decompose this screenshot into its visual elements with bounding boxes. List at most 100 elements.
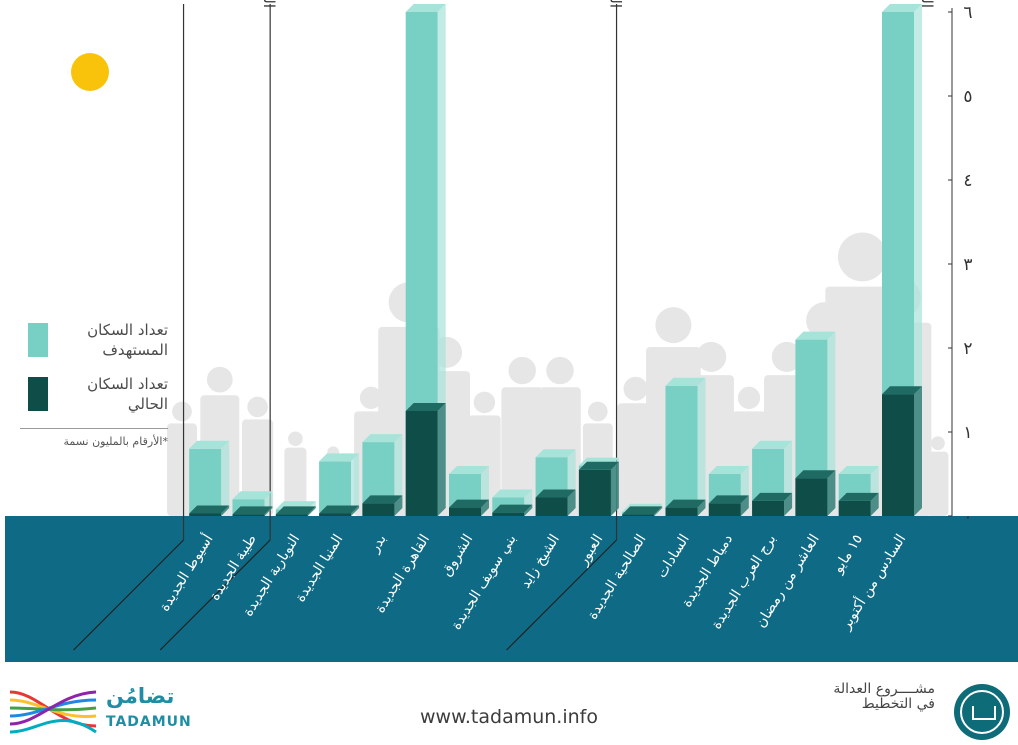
silhouette-head [737,386,761,409]
silhouette-head [546,356,574,385]
bar-current [492,512,525,516]
bar-target-top [492,489,533,498]
generation-label: الجيل الأول [918,0,937,8]
emblem-icon [954,684,1010,740]
bar-current-side [351,505,360,516]
bar-current [319,513,352,516]
bar-target-top [319,453,360,462]
brand-english: TADAMUN [106,714,192,730]
planning-justice-logo[interactable]: مشــــروع العدالة في التخطيط [820,680,1010,740]
silhouette-head [931,436,945,451]
silhouette-head [623,376,648,401]
legend-label-current: تعداد السكان الحالي [87,375,168,413]
tadamun-logo[interactable]: تضامُن TADAMUN [8,684,191,740]
bar-current-side [567,489,576,516]
bar-current [665,507,698,516]
silhouette-head [771,341,802,372]
silhouette-body [927,451,949,516]
silhouette-head [206,366,233,393]
y-tick-label: ٥ [963,87,972,107]
bar-target-top [405,4,446,12]
tadamun-logo-icon [9,690,97,734]
legend-swatch-current [28,377,48,411]
category-band [5,516,1018,662]
legend-divider [20,428,168,429]
silhouette-head [172,401,192,422]
bar-target-top [752,440,793,449]
bar-target-side [697,377,706,516]
silhouette-head [247,396,268,418]
bar-current-side [610,461,619,516]
bar-current-top [578,461,619,470]
bar-current-top [232,506,273,515]
population-chart: ٠ ١ ٢ ٣ ٤ ٥ ٦ الجيل الأول الجيل الثاني الجيل الث… [5,0,1018,662]
bar-current [232,514,265,516]
person-silhouette-icon [501,356,543,516]
bars [189,4,922,516]
generation-divider-slant [159,539,271,651]
bar-current-side [740,495,749,516]
bar-current [838,500,871,516]
y-tick-label: ٤ [963,171,972,191]
bar-current-top [535,489,576,498]
silhouette-head [806,302,844,340]
bar-target-top [449,466,489,474]
bar-current-side [264,506,273,516]
bar-target-top [838,466,879,474]
generation-divider-slant [506,539,617,651]
bar-current-side [870,492,879,516]
bar-current-side [437,403,446,516]
bar-current-side [307,506,316,516]
bar-current [795,478,828,516]
generation-label: الجيل الثاني [606,0,625,8]
bar-current-side [481,499,489,516]
bar-target-top [882,4,922,12]
bar-current-top [752,492,793,501]
bar-current-side [221,505,230,516]
website-url[interactable]: www.tadamun.info [420,706,598,728]
person-silhouette-icon [927,436,949,516]
silhouette-head [508,356,536,385]
bar-current-top [275,506,316,515]
bar-current [535,497,568,516]
bar-current-side [524,504,533,516]
bar-current-top [838,492,879,501]
bar-current-top [319,505,360,514]
bar-current [708,503,741,516]
silhouette-body [284,447,307,516]
generation-groups: الجيل الأول الجيل الثاني الجيل الثالث [73,0,937,651]
bar-current [405,411,438,516]
y-tick-label: ٦ [963,3,972,23]
silhouette-body [617,403,654,516]
bar-current-side [784,492,793,516]
silhouette-head [473,391,496,414]
y-tick-label: ١ [963,423,972,443]
y-axis: ٠ ١ ٢ ٣ ٤ ٥ ٦ [948,3,973,527]
bar-current [622,514,655,516]
bar-target-side [221,440,230,516]
bar-current [578,469,611,516]
legend-swatch-target [28,323,48,357]
legend-item-current: تعداد السكان الحالي [8,374,168,414]
bar-current-side [827,470,836,516]
bar-target-top [232,491,273,500]
bar-current-side [914,386,922,516]
bar-current-top [665,499,706,508]
bar-target-top [708,466,749,474]
bar-current-top [708,495,749,504]
bar-current-top [189,505,230,514]
y-tick-label: ٣ [963,255,972,275]
brand-arabic: تضامُن [106,684,175,708]
bar-current-top [795,470,836,479]
person-silhouette-icon [617,376,654,516]
bar-current [189,513,222,516]
bar-current [362,503,395,516]
bar-current-top [492,504,533,513]
generation-label: الجيل الثالث [260,0,278,8]
bar-current [752,500,785,516]
bar-current-top [882,386,922,395]
bar-current-side [697,499,706,516]
sun-icon [71,53,109,91]
legend-label-target: تعداد السكان المستهدف [87,321,168,359]
bar-current-top [449,499,489,508]
